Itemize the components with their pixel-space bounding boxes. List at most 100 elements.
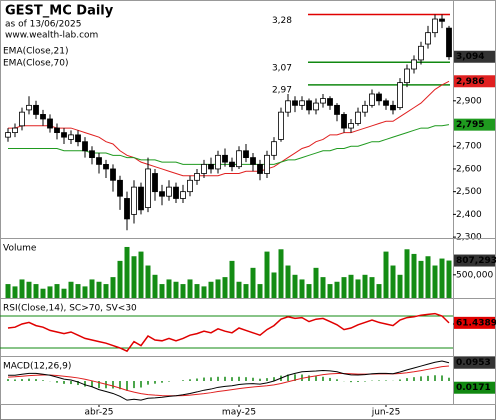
volume-bar [264, 251, 270, 298]
y-tick-label: 2,300 [456, 233, 482, 243]
histogram-value-label-box [454, 381, 495, 394]
volume-bar [166, 279, 172, 298]
candle-body [89, 150, 95, 158]
histogram-bar [399, 379, 401, 381]
candle-body [26, 104, 32, 111]
candle-body [439, 18, 445, 22]
candle-body [173, 186, 179, 199]
volume-bar [439, 258, 445, 298]
candle-body [299, 100, 305, 106]
histogram-bar [210, 377, 212, 381]
histogram-bar [378, 380, 380, 381]
volume-bar [236, 281, 242, 298]
histogram-bar [168, 381, 170, 382]
y-tick-label: 2,700 [456, 142, 482, 152]
candle-body [250, 157, 256, 165]
volume-bar [61, 288, 67, 298]
candle-body [264, 154, 270, 174]
candle-body [201, 164, 207, 174]
volume-bar [75, 284, 81, 298]
volume-bar [152, 274, 158, 298]
candle-body [159, 191, 165, 197]
volume-bar [187, 279, 193, 298]
y-tick-label: 2,900 [456, 96, 482, 106]
volume-bar [355, 279, 361, 298]
histogram-bar [266, 378, 268, 381]
candle-body [68, 134, 74, 140]
histogram-bar [287, 374, 289, 381]
histogram-bar [357, 381, 359, 382]
candle-body [425, 32, 431, 45]
histogram-bar [70, 381, 72, 385]
candle-body [194, 173, 200, 181]
y-tick-label: 500,000 [456, 270, 493, 280]
candle-body [369, 93, 375, 106]
ema-value-label-box [454, 118, 495, 131]
histogram-bar [406, 378, 408, 381]
candle-body [362, 104, 368, 113]
histogram-bar [315, 376, 317, 381]
ema-line [8, 80, 450, 177]
candle-body [348, 123, 354, 129]
as-of-date: as of 13/06/2025 [5, 20, 81, 30]
histogram-bar [245, 377, 247, 381]
histogram-bar [350, 381, 352, 383]
histogram-bar [91, 381, 93, 387]
candle-body [180, 191, 186, 199]
candle-body [82, 141, 88, 152]
candle-body [278, 111, 284, 140]
histogram-bar [329, 377, 331, 381]
macd-value-label: 0.0953 [456, 358, 491, 368]
volume-bar [425, 256, 431, 298]
volume-bar [432, 265, 438, 298]
volume-bar [12, 286, 18, 298]
candle-body [236, 150, 242, 168]
volume-bar [138, 251, 144, 298]
volume-bar [404, 249, 410, 298]
volume-bar [40, 288, 46, 298]
volume-bar [313, 267, 319, 298]
candle-body [446, 27, 452, 58]
histogram-bar [147, 381, 149, 385]
candle-body [75, 134, 81, 143]
candle-body [271, 141, 277, 156]
candle-body [320, 98, 326, 104]
volume-bar [19, 279, 25, 298]
candle-body [355, 111, 361, 124]
histogram-bar [252, 377, 254, 381]
histogram-bar [126, 381, 128, 391]
histogram-bar [161, 381, 163, 383]
candle-body [313, 102, 319, 111]
candle-body [54, 127, 60, 134]
histogram-bar [14, 379, 16, 381]
volume-bar [383, 251, 389, 298]
volume-bar [110, 277, 116, 298]
volume-bar [320, 277, 326, 298]
candle-body [404, 68, 410, 84]
candle-body [187, 179, 193, 193]
y-tick-label: 2,400 [456, 210, 482, 220]
volume-bar [89, 279, 95, 298]
legend-entry: EMA(Close,70) [3, 59, 68, 69]
volume-bar [446, 260, 452, 298]
candle-body [19, 111, 25, 127]
volume-bar [271, 272, 277, 298]
panel-title: MACD(12,26,9) [3, 362, 71, 372]
candle-body [397, 82, 403, 109]
volume-bar [299, 279, 305, 298]
histogram-bar [35, 379, 37, 381]
candle-body [5, 132, 11, 138]
histogram-bar [441, 375, 443, 381]
volume-bar [201, 286, 207, 298]
candle-body [327, 98, 333, 106]
volume-bar [194, 284, 200, 298]
histogram-bar [427, 375, 429, 381]
volume-bar [278, 249, 284, 298]
volume-bar [124, 246, 130, 298]
volume-bar [250, 267, 256, 298]
histogram-bar [84, 381, 86, 387]
macd-value-label-box [454, 356, 495, 369]
volume-bar [362, 274, 368, 298]
volume-bar [334, 281, 340, 298]
histogram-bar [413, 377, 415, 381]
